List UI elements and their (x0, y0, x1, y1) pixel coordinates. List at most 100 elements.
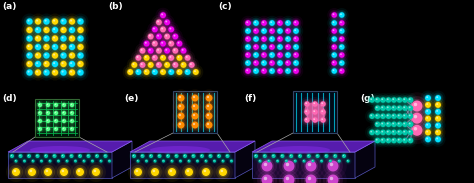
Circle shape (107, 158, 112, 164)
Circle shape (391, 97, 397, 103)
Circle shape (66, 24, 78, 36)
Circle shape (137, 160, 139, 163)
Circle shape (61, 126, 67, 132)
Circle shape (172, 47, 179, 55)
Circle shape (160, 157, 167, 165)
Circle shape (301, 158, 307, 164)
Circle shape (375, 138, 380, 143)
Circle shape (312, 160, 313, 161)
Circle shape (188, 160, 189, 161)
Circle shape (313, 118, 315, 120)
Circle shape (49, 151, 60, 161)
Circle shape (253, 28, 259, 34)
Circle shape (133, 67, 144, 77)
Circle shape (303, 108, 310, 116)
Circle shape (420, 104, 436, 119)
Circle shape (167, 25, 175, 33)
Circle shape (289, 40, 303, 54)
Circle shape (335, 48, 349, 62)
Circle shape (284, 35, 292, 43)
Circle shape (259, 42, 269, 52)
Circle shape (204, 160, 208, 163)
Circle shape (151, 25, 159, 33)
Circle shape (376, 107, 378, 108)
Circle shape (168, 57, 183, 72)
Circle shape (53, 54, 55, 56)
Circle shape (338, 67, 346, 75)
Circle shape (267, 26, 277, 36)
Circle shape (257, 24, 271, 38)
Circle shape (414, 115, 417, 118)
Circle shape (391, 113, 397, 119)
Circle shape (192, 68, 200, 76)
Circle shape (383, 95, 393, 105)
Circle shape (144, 158, 149, 164)
Ellipse shape (30, 146, 90, 154)
Circle shape (77, 18, 84, 25)
Circle shape (277, 20, 283, 26)
Circle shape (403, 131, 405, 132)
Circle shape (275, 50, 285, 60)
Circle shape (76, 152, 83, 160)
Polygon shape (235, 141, 255, 178)
Circle shape (179, 162, 199, 182)
Circle shape (153, 159, 157, 163)
Circle shape (251, 18, 261, 28)
Circle shape (151, 157, 159, 165)
Circle shape (379, 104, 387, 112)
Circle shape (338, 11, 346, 19)
Circle shape (311, 116, 319, 124)
Circle shape (375, 105, 380, 111)
Circle shape (339, 151, 349, 161)
Circle shape (41, 160, 42, 161)
Circle shape (55, 128, 56, 129)
Circle shape (200, 89, 218, 107)
Circle shape (282, 173, 296, 183)
Circle shape (405, 111, 416, 121)
Circle shape (301, 170, 321, 183)
Circle shape (38, 39, 55, 55)
Circle shape (337, 10, 347, 20)
Circle shape (55, 56, 72, 72)
Circle shape (165, 35, 167, 37)
Circle shape (245, 60, 251, 66)
Circle shape (305, 118, 307, 120)
Circle shape (409, 131, 410, 132)
Circle shape (168, 43, 183, 58)
Circle shape (279, 152, 286, 160)
Circle shape (426, 137, 428, 139)
Circle shape (195, 158, 200, 164)
Circle shape (182, 67, 193, 77)
Circle shape (25, 165, 39, 179)
Circle shape (162, 17, 173, 28)
Circle shape (71, 104, 72, 105)
Circle shape (191, 122, 199, 128)
Circle shape (264, 163, 267, 166)
Circle shape (35, 18, 41, 25)
Circle shape (91, 159, 94, 163)
Circle shape (21, 22, 37, 38)
Polygon shape (130, 152, 235, 178)
Circle shape (407, 108, 427, 128)
Circle shape (45, 45, 46, 47)
Circle shape (176, 94, 185, 102)
Circle shape (328, 158, 333, 164)
Circle shape (131, 64, 146, 79)
Circle shape (407, 121, 414, 128)
Circle shape (423, 93, 433, 103)
Circle shape (379, 96, 387, 104)
Circle shape (27, 45, 30, 47)
Circle shape (292, 67, 300, 75)
Circle shape (386, 122, 392, 127)
Circle shape (284, 158, 289, 164)
Circle shape (327, 64, 341, 78)
Circle shape (340, 69, 342, 71)
FancyBboxPatch shape (35, 99, 79, 137)
Circle shape (47, 14, 63, 29)
Circle shape (385, 121, 392, 128)
Circle shape (36, 71, 38, 73)
Circle shape (367, 127, 377, 137)
Circle shape (150, 155, 151, 156)
Circle shape (159, 68, 167, 76)
Circle shape (329, 26, 339, 36)
